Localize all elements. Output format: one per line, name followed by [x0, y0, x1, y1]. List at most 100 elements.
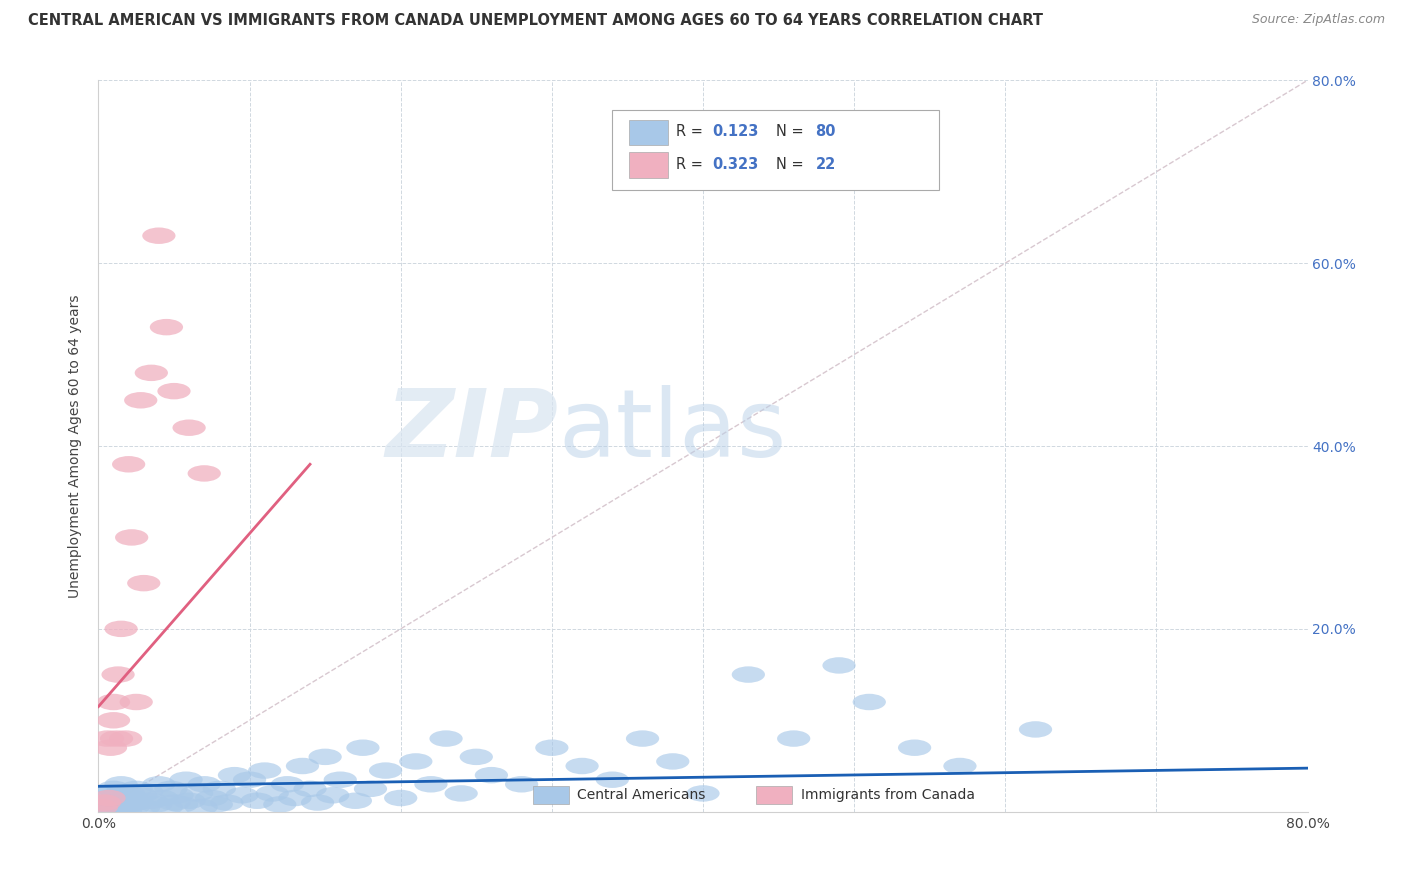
Ellipse shape — [354, 780, 387, 797]
Ellipse shape — [115, 789, 148, 806]
Ellipse shape — [104, 799, 138, 815]
Ellipse shape — [100, 797, 134, 814]
Ellipse shape — [86, 799, 120, 815]
Ellipse shape — [110, 802, 142, 818]
Ellipse shape — [104, 621, 138, 637]
Ellipse shape — [323, 772, 357, 788]
Ellipse shape — [157, 383, 191, 400]
Ellipse shape — [94, 739, 127, 756]
FancyBboxPatch shape — [630, 152, 668, 178]
Ellipse shape — [778, 731, 810, 747]
Ellipse shape — [124, 787, 157, 804]
Ellipse shape — [101, 666, 135, 682]
Ellipse shape — [165, 797, 198, 813]
Ellipse shape — [84, 799, 118, 815]
Ellipse shape — [415, 776, 447, 792]
Text: N =: N = — [776, 124, 808, 139]
Ellipse shape — [626, 731, 659, 747]
Ellipse shape — [112, 797, 145, 813]
Text: N =: N = — [776, 157, 808, 172]
Ellipse shape — [218, 767, 252, 783]
Ellipse shape — [263, 797, 297, 813]
Text: 22: 22 — [815, 157, 835, 172]
Ellipse shape — [91, 731, 124, 747]
Ellipse shape — [1019, 722, 1052, 738]
Ellipse shape — [308, 748, 342, 765]
Ellipse shape — [505, 776, 538, 792]
Ellipse shape — [142, 776, 176, 792]
Ellipse shape — [157, 795, 191, 811]
Ellipse shape — [444, 785, 478, 802]
Ellipse shape — [898, 739, 931, 756]
Ellipse shape — [124, 392, 157, 409]
Text: 0.323: 0.323 — [713, 157, 759, 172]
Ellipse shape — [120, 780, 153, 797]
Ellipse shape — [145, 789, 179, 806]
Text: R =: R = — [676, 157, 707, 172]
Ellipse shape — [97, 780, 131, 797]
Ellipse shape — [127, 799, 160, 815]
Ellipse shape — [271, 776, 304, 792]
Ellipse shape — [101, 787, 135, 804]
Text: 0.123: 0.123 — [713, 124, 759, 139]
Ellipse shape — [173, 792, 205, 809]
Ellipse shape — [316, 787, 349, 804]
Ellipse shape — [135, 365, 167, 381]
Ellipse shape — [429, 731, 463, 747]
Ellipse shape — [596, 772, 628, 788]
Text: Immigrants from Canada: Immigrants from Canada — [801, 788, 974, 802]
Text: CENTRAL AMERICAN VS IMMIGRANTS FROM CANADA UNEMPLOYMENT AMONG AGES 60 TO 64 YEAR: CENTRAL AMERICAN VS IMMIGRANTS FROM CANA… — [28, 13, 1043, 29]
Ellipse shape — [346, 739, 380, 756]
Ellipse shape — [170, 772, 202, 788]
Ellipse shape — [117, 799, 150, 815]
Ellipse shape — [233, 772, 266, 788]
Ellipse shape — [97, 712, 131, 729]
Ellipse shape — [173, 419, 205, 436]
Ellipse shape — [93, 789, 125, 806]
Ellipse shape — [100, 731, 134, 747]
Ellipse shape — [278, 789, 312, 806]
Ellipse shape — [110, 731, 142, 747]
Ellipse shape — [84, 785, 118, 802]
Ellipse shape — [97, 795, 131, 811]
Ellipse shape — [142, 227, 176, 244]
Text: Source: ZipAtlas.com: Source: ZipAtlas.com — [1251, 13, 1385, 27]
Ellipse shape — [339, 792, 373, 809]
Ellipse shape — [202, 780, 236, 797]
Ellipse shape — [187, 776, 221, 792]
Ellipse shape — [731, 666, 765, 682]
Ellipse shape — [131, 783, 163, 800]
Ellipse shape — [399, 753, 433, 770]
Ellipse shape — [184, 799, 218, 815]
Ellipse shape — [112, 785, 145, 802]
Ellipse shape — [150, 799, 183, 815]
Ellipse shape — [160, 787, 194, 804]
Ellipse shape — [225, 787, 259, 804]
Ellipse shape — [180, 785, 214, 802]
FancyBboxPatch shape — [756, 786, 793, 804]
Ellipse shape — [120, 694, 153, 710]
FancyBboxPatch shape — [533, 786, 569, 804]
Ellipse shape — [852, 694, 886, 710]
Ellipse shape — [104, 776, 138, 792]
Ellipse shape — [200, 797, 233, 813]
Ellipse shape — [301, 795, 335, 811]
Ellipse shape — [187, 466, 221, 482]
Ellipse shape — [686, 785, 720, 802]
FancyBboxPatch shape — [630, 120, 668, 145]
Ellipse shape — [120, 795, 153, 811]
Ellipse shape — [90, 797, 122, 813]
Text: R =: R = — [676, 124, 707, 139]
Ellipse shape — [97, 694, 131, 710]
Ellipse shape — [150, 319, 183, 335]
Ellipse shape — [155, 780, 187, 797]
Ellipse shape — [247, 763, 281, 779]
Ellipse shape — [294, 780, 326, 797]
Text: 80: 80 — [815, 124, 837, 139]
Ellipse shape — [112, 456, 145, 473]
Ellipse shape — [139, 797, 173, 813]
Ellipse shape — [211, 795, 243, 811]
Ellipse shape — [93, 789, 125, 806]
Ellipse shape — [87, 795, 121, 811]
Ellipse shape — [368, 763, 402, 779]
